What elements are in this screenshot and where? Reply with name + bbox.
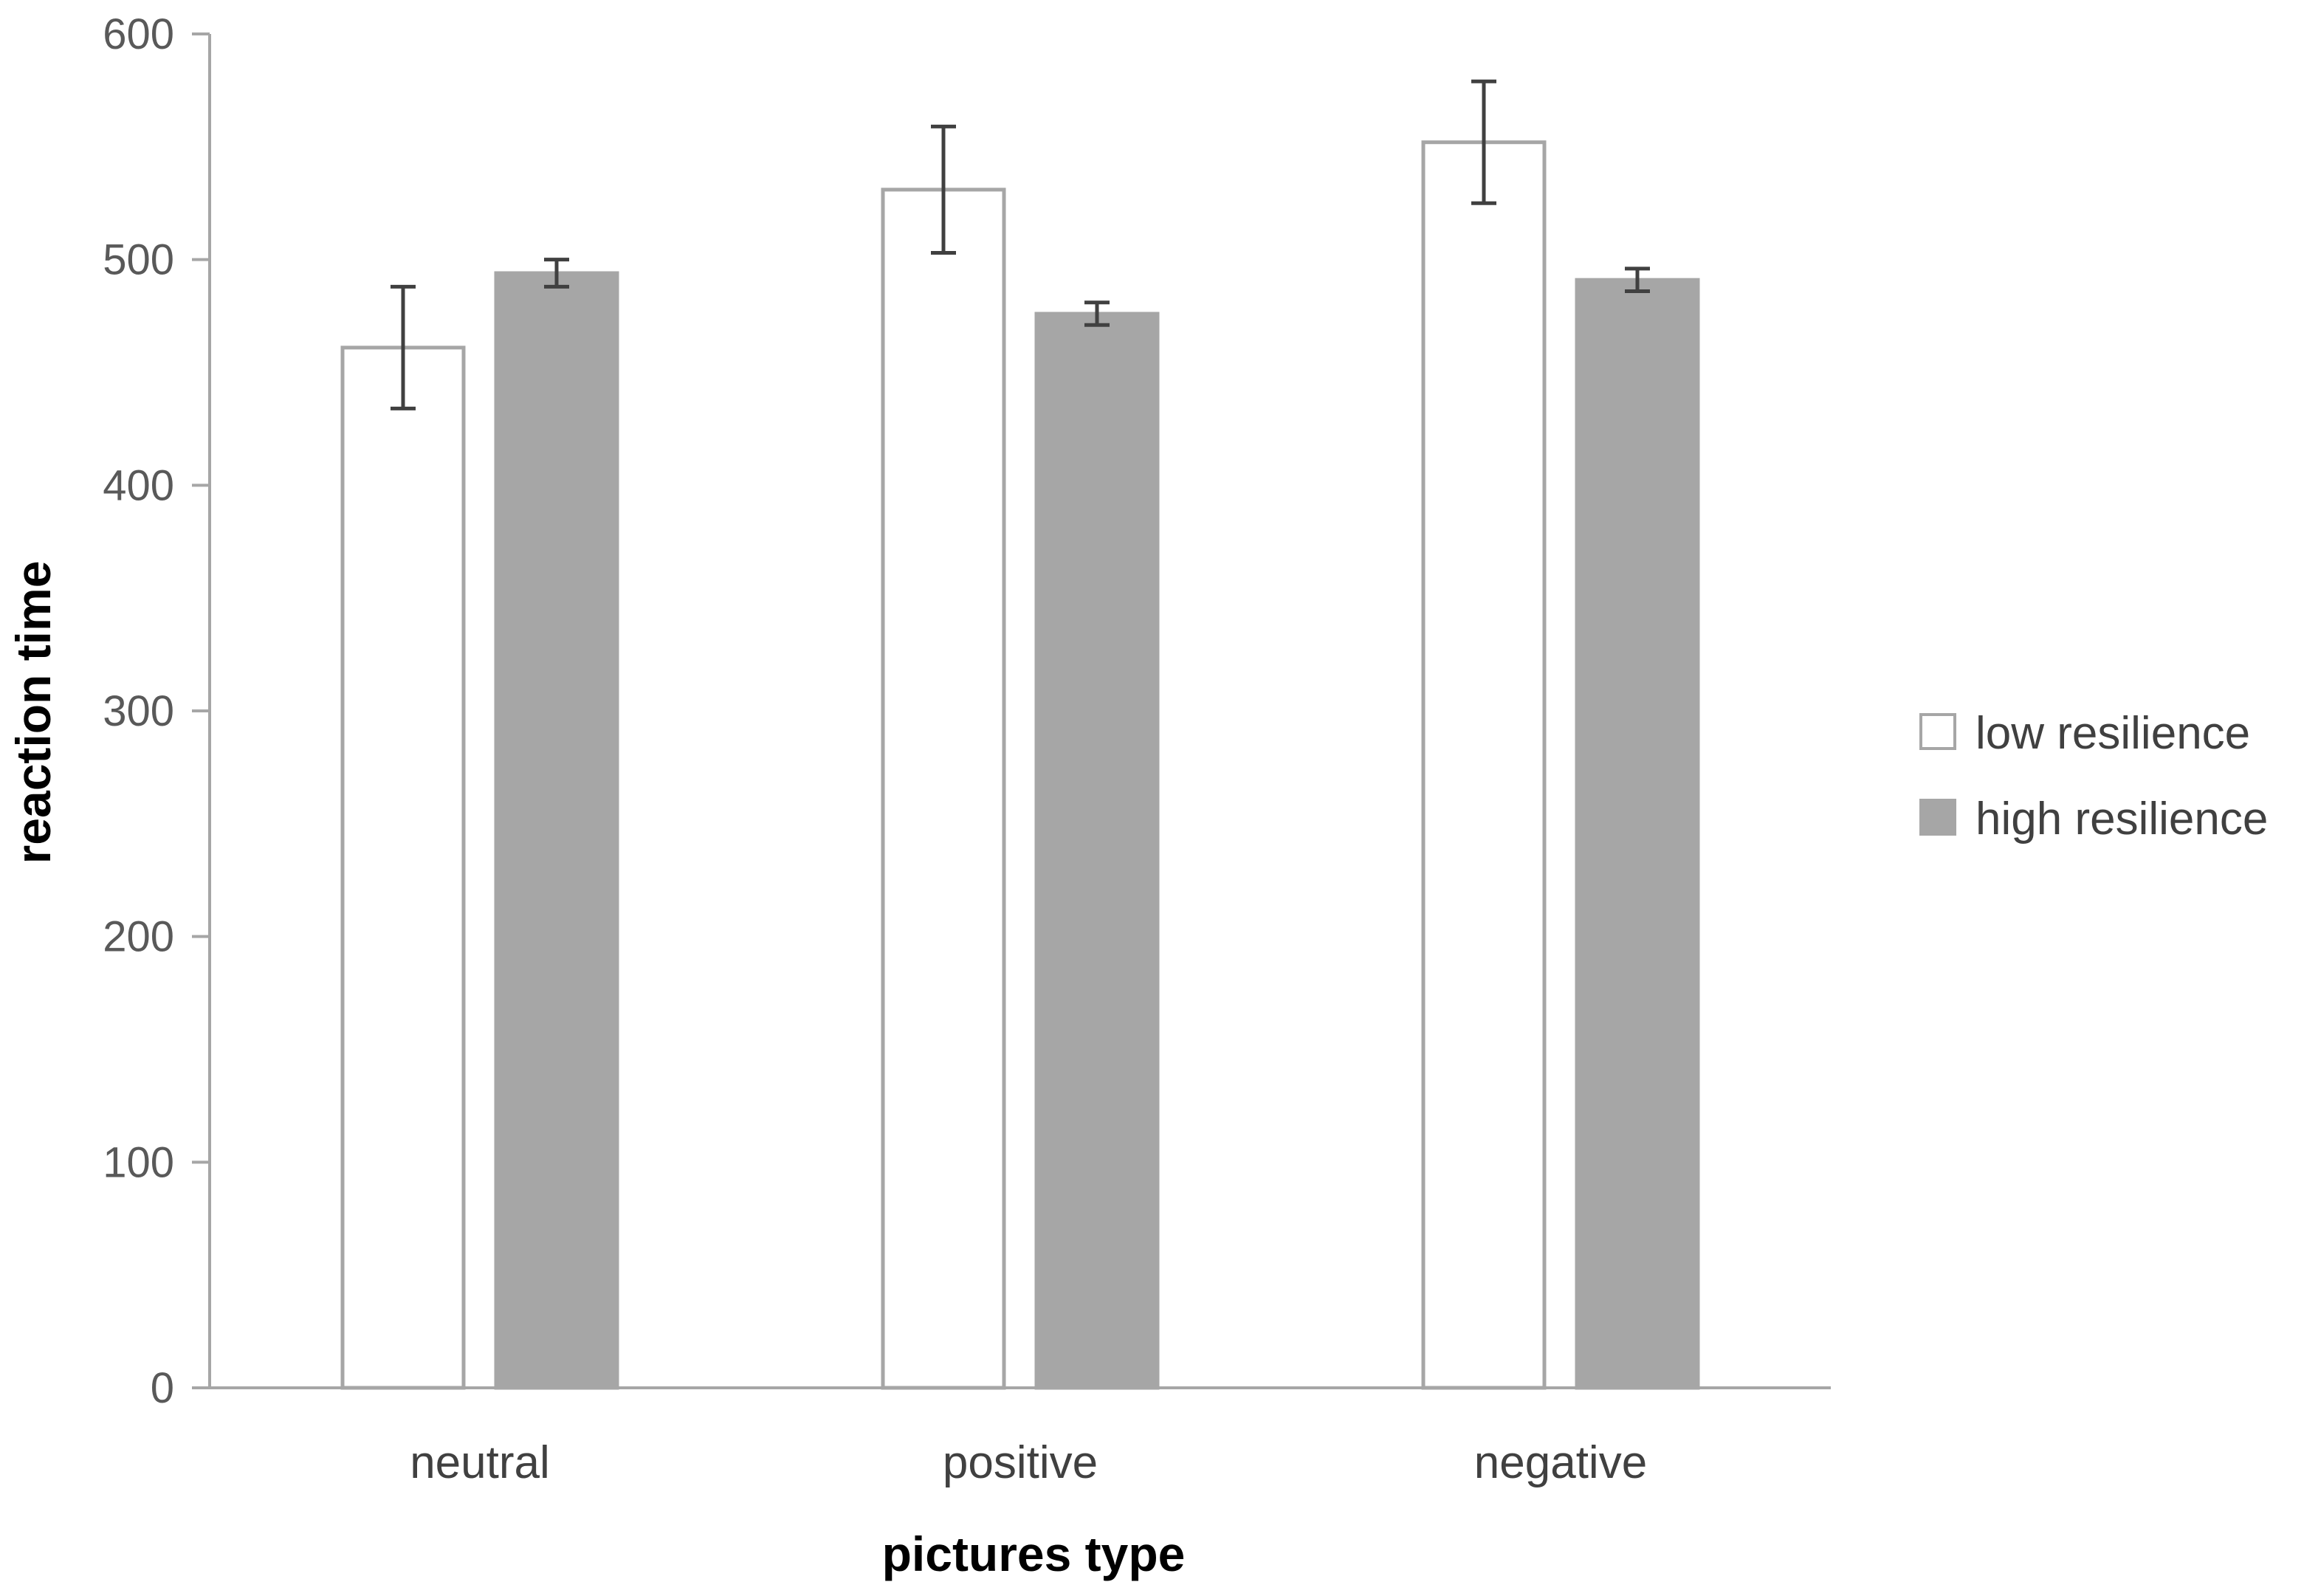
y-tick-label-600: 600 <box>103 10 174 58</box>
error-bar-high-resilience-negative <box>1625 266 1650 293</box>
bar-low-resilience-positive <box>881 188 1006 1390</box>
bars <box>340 140 1700 1390</box>
y-tick-label-0: 0 <box>151 1364 174 1412</box>
x-category-label-neutral: neutral <box>410 1437 550 1488</box>
legend: low resilience high resilience <box>1919 708 2268 845</box>
bar-high-resilience-negative <box>1575 278 1700 1390</box>
error-bar-low-resilience-negative <box>1471 79 1496 205</box>
y-tick-label-500: 500 <box>103 236 174 284</box>
error-bar-low-resilience-neutral <box>391 284 416 410</box>
legend-label-high-resilience: high resilience <box>1975 794 2268 845</box>
y-tick-label-200: 200 <box>103 913 174 961</box>
error-bar-low-resilience-positive <box>931 124 956 255</box>
error-bars <box>391 79 1650 410</box>
bar-low-resilience-negative <box>1421 140 1547 1390</box>
y-tick-label-300: 300 <box>103 687 174 735</box>
bar-low-resilience-neutral <box>340 345 466 1390</box>
legend-item-low-resilience: low resilience <box>1919 708 2250 759</box>
legend-swatch-high-resilience <box>1919 799 1956 836</box>
y-tick-label-400: 400 <box>103 461 174 509</box>
x-category-label-positive: positive <box>943 1437 1098 1488</box>
legend-swatch-low-resilience <box>1919 713 1956 750</box>
legend-label-low-resilience: low resilience <box>1975 708 2250 759</box>
bar-high-resilience-neutral <box>494 271 619 1390</box>
x-axis-category-labels: neutral positive negative <box>410 1437 1647 1488</box>
legend-item-high-resilience: high resilience <box>1919 794 2268 845</box>
y-axis-title: reaction time <box>6 561 61 864</box>
x-axis-title: pictures type <box>882 1527 1186 1581</box>
error-bar-high-resilience-neutral <box>544 258 569 289</box>
y-axis-ticks: 0 100 200 300 400 500 600 <box>103 10 210 1412</box>
x-category-label-negative: negative <box>1474 1437 1647 1488</box>
y-tick-label-100: 100 <box>103 1138 174 1186</box>
error-bar-high-resilience-positive <box>1084 300 1110 327</box>
bar-high-resilience-positive <box>1034 312 1160 1390</box>
